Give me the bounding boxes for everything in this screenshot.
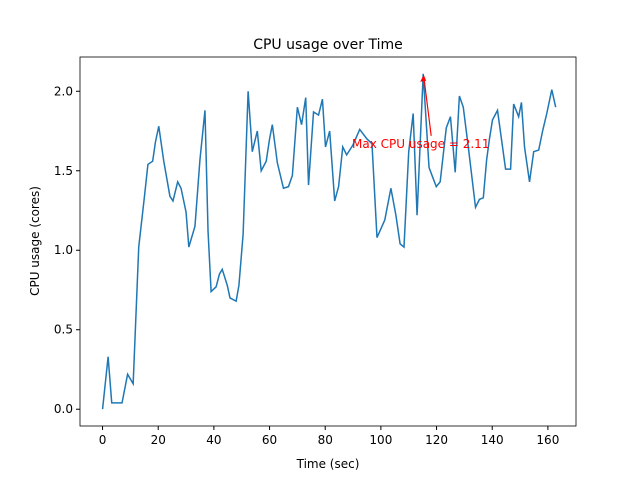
x-tick-label: 20 [151, 433, 166, 447]
annotation-arrow [423, 75, 432, 136]
y-tick-label: 1.0 [54, 243, 73, 257]
chart-title: CPU usage over Time [253, 37, 403, 53]
x-tick-label: 120 [425, 433, 448, 447]
x-tick-label: 80 [318, 433, 333, 447]
x-tick-label: 60 [262, 433, 277, 447]
annotation-arrowhead [420, 74, 427, 82]
y-tick-label: 0.5 [54, 323, 73, 337]
x-tick-label: 40 [206, 433, 221, 447]
x-tick-label: 140 [481, 433, 504, 447]
line [101, 73, 557, 410]
y-tick-label: 2.0 [54, 84, 73, 98]
annotation-text: Max CPU usage = 2.11 [352, 137, 489, 151]
y-tick-label: 1.5 [54, 164, 73, 178]
x-tick-label: 100 [369, 433, 392, 447]
plot-frame [79, 56, 577, 427]
x-tick-label: 0 [99, 433, 107, 447]
x-axis-label: Time (sec) [296, 457, 360, 471]
y-tick-label: 0.0 [54, 402, 73, 416]
y-axis-label: CPU usage (cores) [28, 186, 42, 296]
x-tick-label: 160 [536, 433, 559, 447]
